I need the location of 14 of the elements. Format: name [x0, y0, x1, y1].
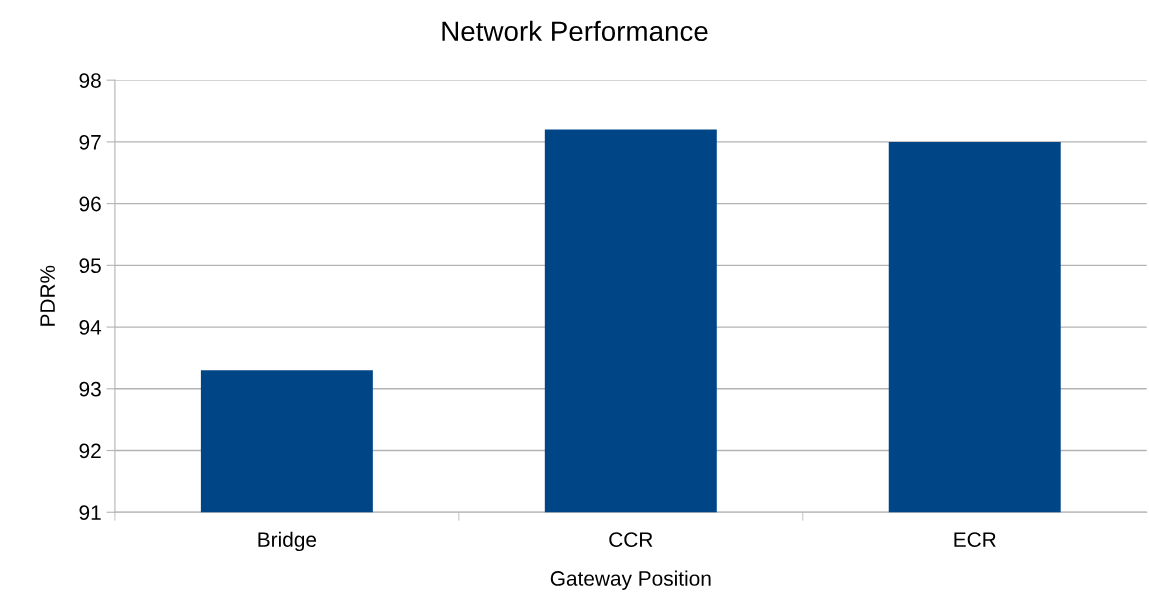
y-tick-label: 91 [79, 505, 101, 520]
y-tick-label: 92 [79, 443, 101, 459]
y-tick-label: 97 [79, 134, 101, 150]
x-axis-title: Gateway Position [550, 570, 711, 590]
y-tick-label: 95 [79, 258, 101, 274]
x-tick-label: Bridge [258, 531, 317, 552]
chart-title: Network Performance [442, 20, 708, 42]
y-tick-label: 93 [79, 381, 101, 397]
y-tick-label: 96 [79, 196, 101, 212]
x-tick-label: ECR [954, 532, 996, 547]
y-tick-label: 94 [79, 320, 102, 335]
x-tick-label: CCR [609, 532, 653, 547]
y-tick-label: 98 [79, 73, 101, 88]
y-axis-title: PDR% [40, 265, 55, 326]
